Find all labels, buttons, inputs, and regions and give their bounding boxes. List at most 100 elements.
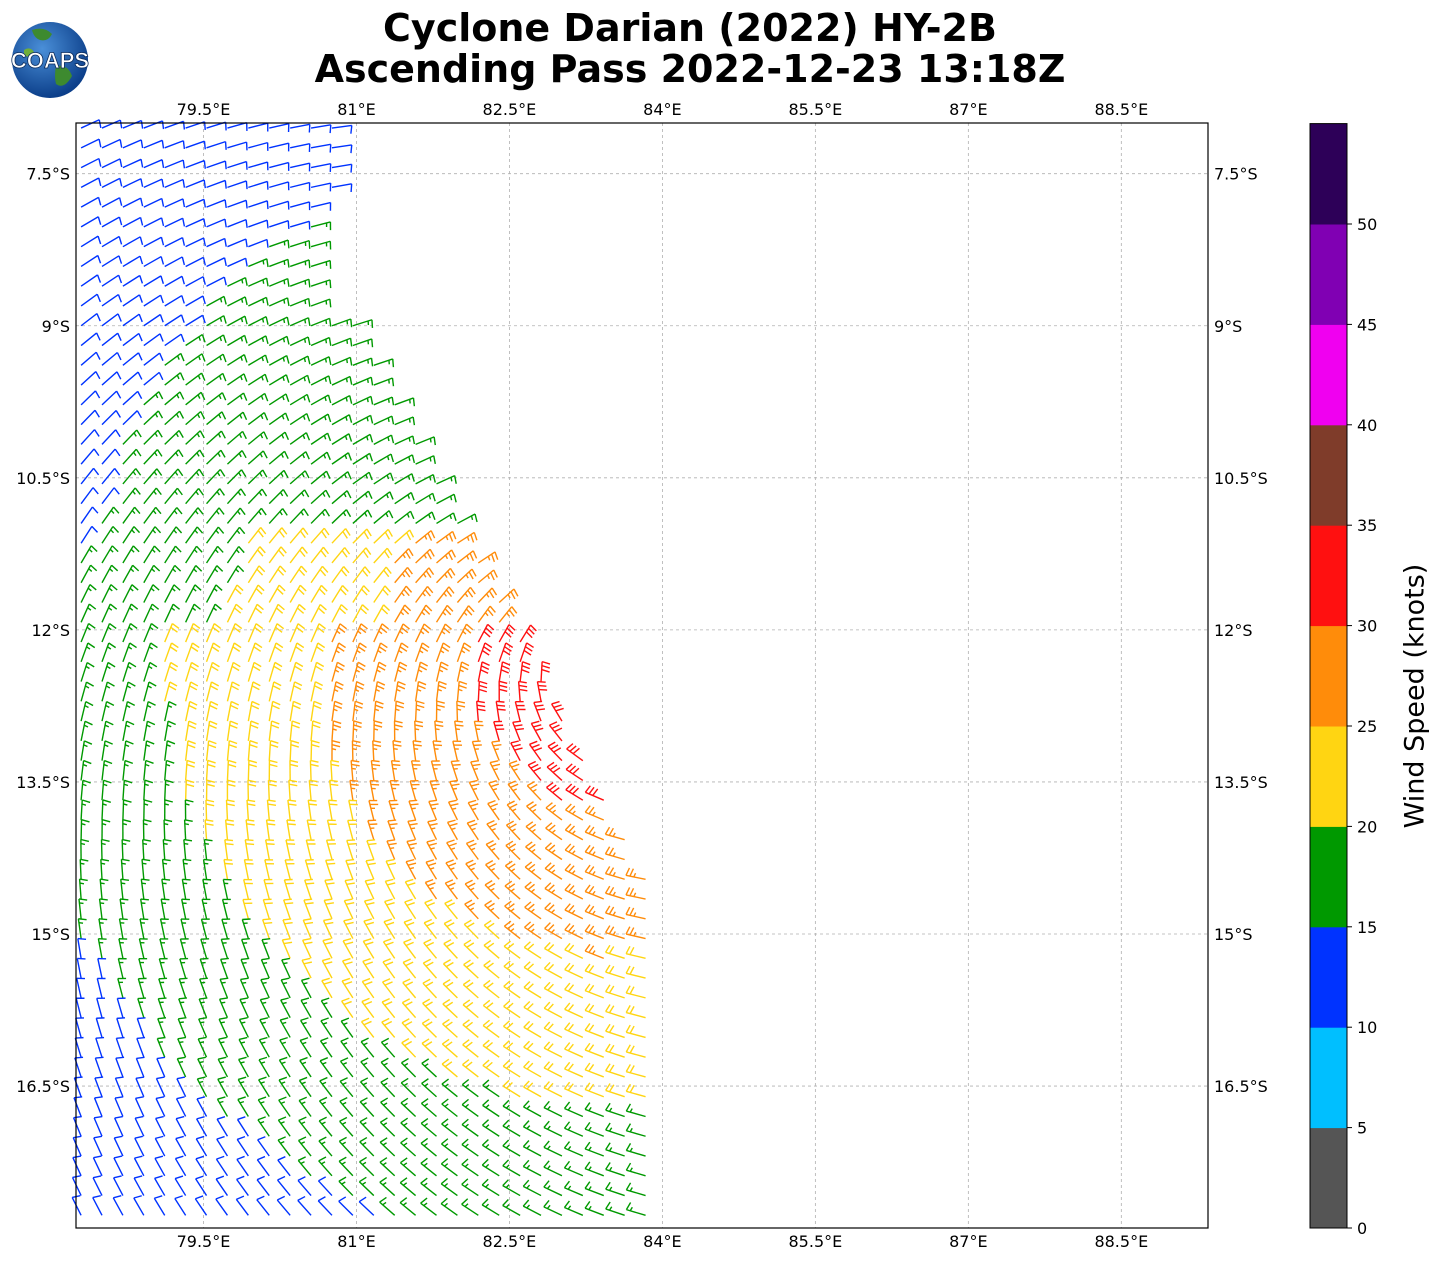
wind-barb <box>415 530 436 544</box>
wind-barb <box>604 826 625 841</box>
wind-barb <box>136 1036 146 1058</box>
wind-barb <box>227 354 248 366</box>
wind-barb <box>98 898 108 919</box>
colorbar-bin-30-35 <box>1310 525 1347 627</box>
wind-barb <box>485 840 500 860</box>
wind-barb <box>143 429 163 445</box>
wind-barb <box>204 819 214 840</box>
wind-barb <box>164 526 183 544</box>
wind-barb <box>164 799 173 820</box>
wind-barb <box>80 564 98 584</box>
lon-tick-label-top: 85.5°E <box>789 100 843 119</box>
wind-barb <box>227 257 248 268</box>
lon-tick-label-bottom: 81°E <box>337 1232 375 1251</box>
wind-barb <box>519 642 534 663</box>
wind-barb <box>269 123 290 132</box>
wind-barb <box>247 488 268 505</box>
colorbar-tick-label: 0 <box>1357 1219 1367 1238</box>
colorbar-bin-50-55 <box>1310 123 1347 225</box>
wind-barb <box>484 880 500 900</box>
wind-barb <box>205 565 224 584</box>
wind-barb <box>227 276 248 287</box>
wind-barb <box>331 452 352 465</box>
wind-barb <box>184 603 201 623</box>
wind-barb <box>442 959 458 979</box>
wind-barb <box>195 1175 208 1196</box>
wind-barb <box>248 296 269 307</box>
wind-barb <box>164 372 185 386</box>
wind-barb <box>530 720 544 742</box>
wind-barb <box>584 844 605 861</box>
wind-barb <box>115 1056 125 1078</box>
wind-barb <box>164 468 184 485</box>
wind-barb <box>289 336 311 347</box>
wind-barb <box>143 410 164 426</box>
wind-barb <box>331 318 353 328</box>
wind-barb <box>502 1179 521 1197</box>
wind-barb <box>379 1117 396 1137</box>
wind-barb <box>423 918 438 940</box>
wind-barb <box>202 878 212 900</box>
wind-barb <box>197 1056 208 1078</box>
wind-barb <box>564 883 584 900</box>
wind-barb <box>482 1059 500 1078</box>
wind-barb <box>331 585 349 603</box>
wind-barb <box>386 839 397 860</box>
wind-barb <box>80 681 94 702</box>
wind-barb <box>117 957 127 979</box>
colorbar-tick-label: 25 <box>1357 717 1377 736</box>
wind-barb <box>80 448 100 465</box>
wind-barb <box>584 963 605 979</box>
wind-barb <box>75 1017 85 1038</box>
wind-barb <box>414 680 427 702</box>
wind-barb <box>114 1096 124 1117</box>
wind-barb <box>422 978 438 999</box>
wind-barb <box>352 700 364 722</box>
wind-barb <box>352 623 368 643</box>
wind-barb <box>259 1017 270 1038</box>
wind-barb <box>268 759 278 781</box>
wind-barb <box>605 1043 625 1058</box>
wind-barb <box>456 623 474 643</box>
wind-barb <box>605 1023 625 1039</box>
wind-barb <box>604 885 625 900</box>
wind-barb <box>394 473 415 485</box>
wind-barb <box>278 1096 291 1117</box>
lat-tick-label-left: 16.5°S <box>16 1077 70 1096</box>
wind-barb <box>155 1115 166 1137</box>
wind-barb <box>164 622 180 643</box>
wind-barb <box>317 1196 333 1216</box>
wind-barb <box>184 799 194 820</box>
wind-barb <box>224 838 234 860</box>
wind-barb <box>440 1197 458 1216</box>
wind-barb <box>268 488 289 505</box>
wind-barb <box>421 1058 437 1078</box>
wind-barb <box>430 760 441 781</box>
wind-barb <box>248 141 269 151</box>
wind-barb <box>116 997 126 1018</box>
wind-barb <box>470 760 481 781</box>
wind-barb <box>122 294 143 307</box>
wind-barb <box>239 977 249 999</box>
wind-barb <box>414 642 430 663</box>
wind-barb <box>226 584 244 603</box>
wind-barb <box>245 819 255 840</box>
wind-barb <box>477 605 496 623</box>
wind-barb <box>523 981 542 999</box>
wind-barb <box>138 957 148 979</box>
wind-barb <box>226 603 243 623</box>
wind-barb <box>436 493 457 505</box>
wind-barb <box>456 586 476 603</box>
wind-barb <box>452 740 463 761</box>
wind-barb <box>201 898 211 919</box>
wind-barb <box>358 1196 375 1216</box>
wind-barb <box>483 979 500 999</box>
wind-barb <box>72 1155 82 1177</box>
wind-barb <box>565 763 584 782</box>
colorbar-label-box: Wind Speed (knots) <box>1395 564 1435 829</box>
wind-barb <box>564 903 584 920</box>
wind-barb <box>206 237 227 248</box>
wind-barb <box>247 450 268 465</box>
wind-barb <box>238 1056 249 1078</box>
wind-barb <box>164 198 186 208</box>
